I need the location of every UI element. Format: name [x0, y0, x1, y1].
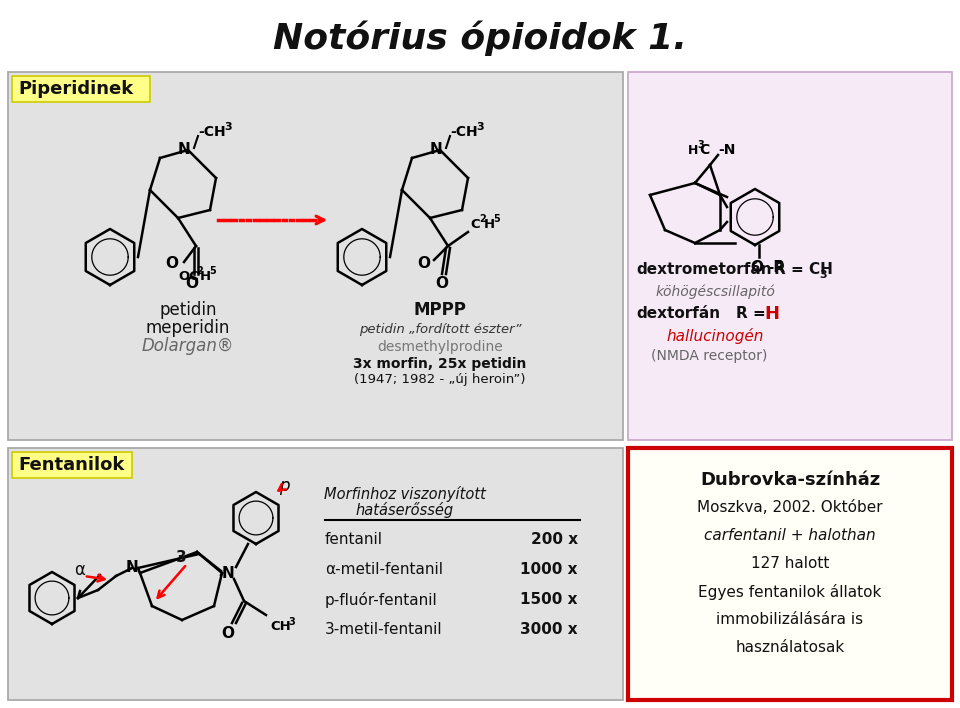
FancyBboxPatch shape	[628, 448, 952, 700]
Text: 200 x: 200 x	[531, 532, 578, 547]
Text: p: p	[278, 477, 289, 495]
Text: meperidin: meperidin	[146, 319, 230, 337]
Text: dextorfán: dextorfán	[636, 307, 720, 321]
FancyBboxPatch shape	[12, 76, 150, 102]
Text: O: O	[185, 277, 199, 292]
Text: Fentanilok: Fentanilok	[18, 456, 125, 474]
Text: α-metil-fentanil: α-metil-fentanil	[325, 562, 443, 578]
Text: H: H	[764, 305, 779, 323]
Text: R =: R =	[736, 307, 771, 321]
Text: 3000 x: 3000 x	[520, 622, 578, 637]
Text: -N: -N	[718, 143, 735, 157]
Text: Morfinhoz viszonyított: Morfinhoz viszonyított	[324, 486, 486, 502]
Text: H: H	[484, 217, 495, 231]
Text: C: C	[470, 217, 480, 231]
Text: desmethylprodine: desmethylprodine	[377, 340, 503, 354]
Text: O: O	[751, 260, 763, 275]
Text: hatáserősség: hatáserősség	[356, 502, 454, 518]
Text: (NMDA receptor): (NMDA receptor)	[651, 349, 767, 363]
Text: -R: -R	[767, 260, 785, 275]
Text: -CH: -CH	[198, 125, 226, 139]
Text: N: N	[126, 561, 138, 576]
Text: 1000 x: 1000 x	[520, 562, 578, 578]
FancyBboxPatch shape	[8, 448, 623, 700]
Text: 3: 3	[697, 140, 704, 150]
Text: 2: 2	[479, 214, 486, 224]
Text: C: C	[700, 143, 710, 157]
Text: 3: 3	[288, 617, 295, 627]
Text: Dubrovka-színház: Dubrovka-színház	[700, 471, 880, 489]
Text: α: α	[75, 561, 85, 579]
Text: dextrometorfán: dextrometorfán	[636, 263, 772, 278]
Text: H: H	[200, 270, 211, 282]
Text: hallucinogén: hallucinogén	[666, 328, 763, 344]
FancyBboxPatch shape	[8, 72, 623, 440]
Text: O: O	[418, 256, 430, 271]
Text: 3x morfin, 25x petidin: 3x morfin, 25x petidin	[353, 357, 527, 371]
Text: O: O	[165, 256, 179, 271]
Text: MPPP: MPPP	[414, 301, 467, 319]
Text: p-fluór-fentanil: p-fluór-fentanil	[325, 592, 438, 608]
Text: 5: 5	[209, 266, 216, 276]
Text: 3-metil-fentanil: 3-metil-fentanil	[325, 622, 443, 637]
Text: használatosak: használatosak	[735, 641, 845, 656]
Text: H: H	[687, 144, 698, 156]
Text: N: N	[430, 142, 443, 157]
Text: CH: CH	[270, 620, 291, 634]
Text: petidin: petidin	[159, 301, 217, 319]
Text: O: O	[222, 625, 234, 641]
Text: 1500 x: 1500 x	[520, 593, 578, 607]
Text: 3: 3	[819, 270, 827, 280]
Text: Moszkva, 2002. Október: Moszkva, 2002. Október	[697, 501, 883, 515]
Text: carfentanil + halothan: carfentanil + halothan	[705, 528, 876, 544]
Text: OC: OC	[178, 270, 199, 282]
Text: Piperidinek: Piperidinek	[18, 80, 133, 98]
Text: N: N	[222, 566, 234, 581]
Text: O: O	[436, 277, 448, 292]
FancyBboxPatch shape	[12, 452, 132, 478]
Text: 127 halott: 127 halott	[751, 556, 829, 571]
Text: R = CH: R = CH	[774, 263, 833, 278]
Text: Dolargan®: Dolargan®	[142, 337, 234, 355]
Text: N: N	[178, 142, 190, 157]
Text: 3: 3	[176, 549, 186, 564]
Text: 3: 3	[224, 122, 231, 132]
Text: 2: 2	[196, 266, 203, 276]
Text: petidin „fordított észter”: petidin „fordított észter”	[359, 324, 521, 336]
Text: immobilizálására is: immobilizálására is	[716, 612, 864, 627]
Text: -CH: -CH	[450, 125, 478, 139]
Text: 5: 5	[493, 214, 500, 224]
Text: 3: 3	[476, 122, 484, 132]
Text: Egyes fentanilok állatok: Egyes fentanilok állatok	[698, 584, 881, 600]
Text: Notórius ópioidok 1.: Notórius ópioidok 1.	[273, 21, 687, 56]
Text: (1947; 1982 - „új heroin”): (1947; 1982 - „új heroin”)	[354, 374, 526, 387]
FancyBboxPatch shape	[628, 72, 952, 440]
Text: köhögéscsillapitó: köhögéscsillapitó	[656, 285, 776, 299]
Text: fentanil: fentanil	[325, 532, 383, 547]
